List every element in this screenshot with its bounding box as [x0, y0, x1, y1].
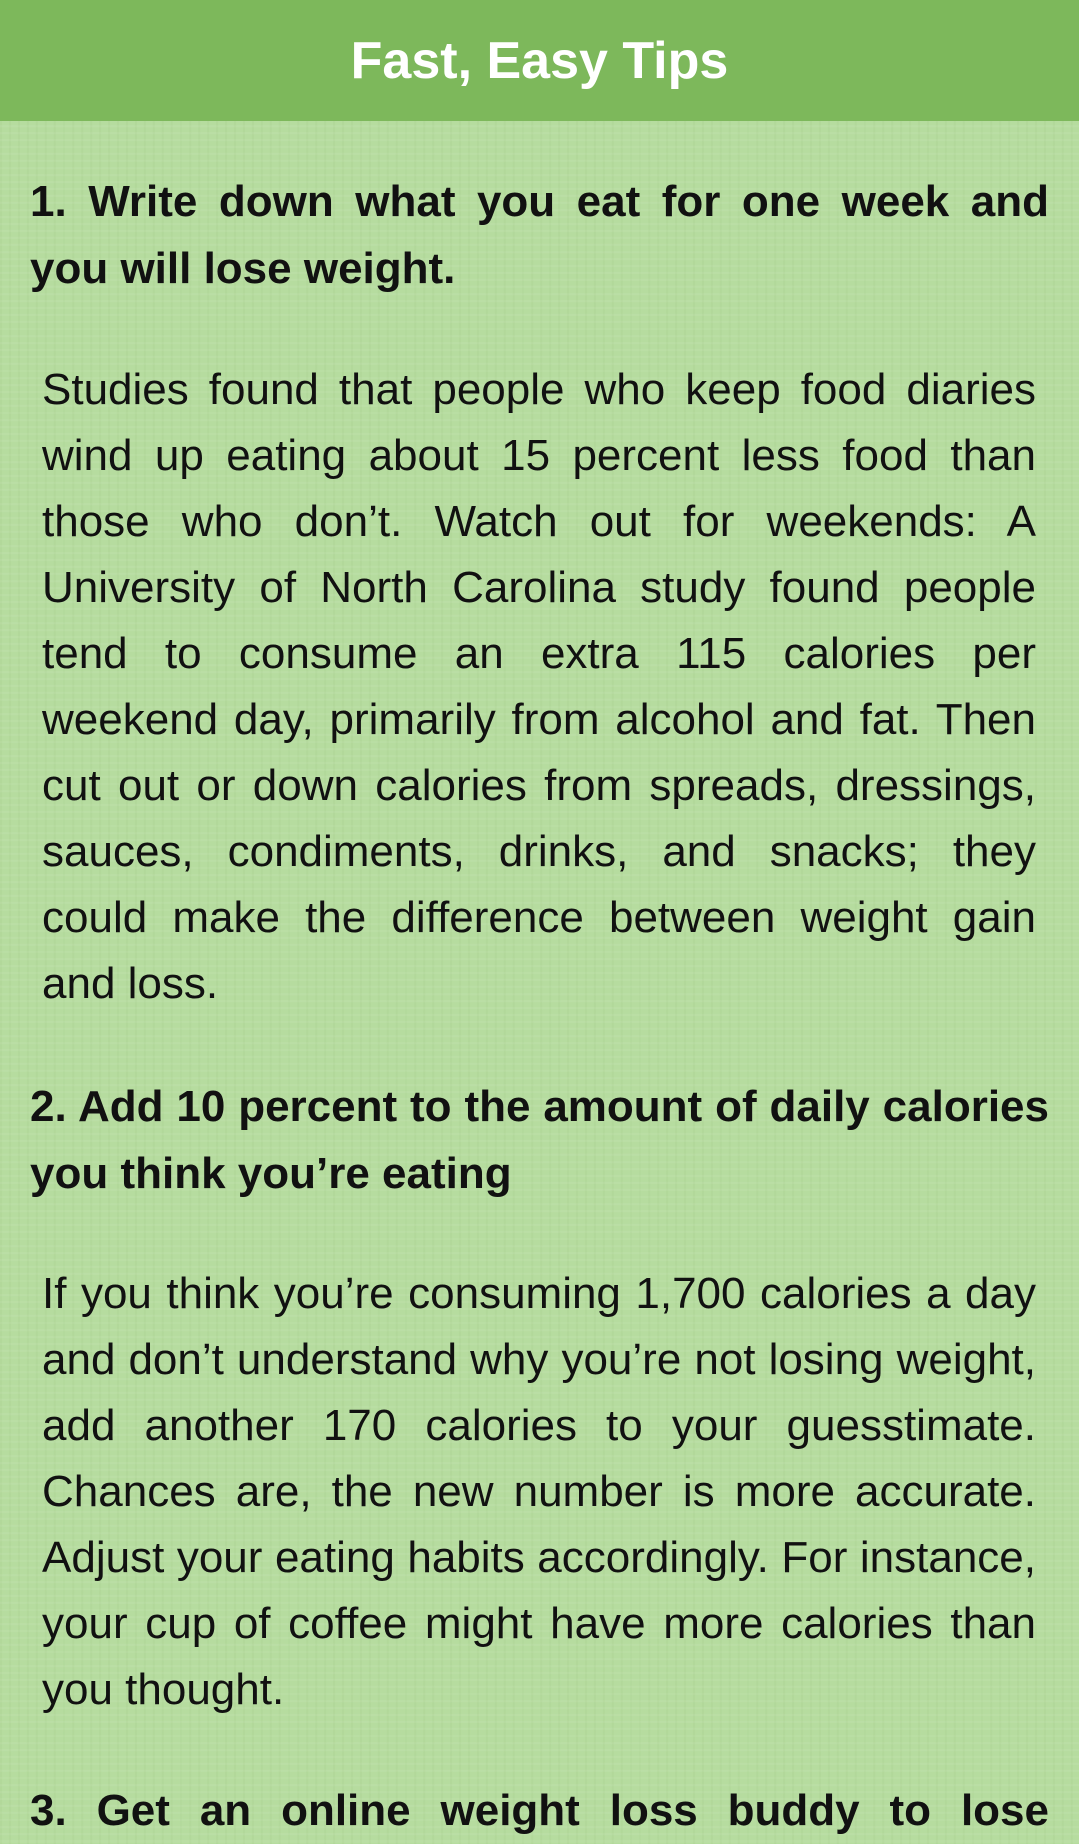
- tips-content: 1. Write down what you eat for one week …: [0, 168, 1079, 1844]
- tip-heading: 2. Add 10 percent to the amount of daily…: [30, 1082, 1049, 1198]
- tip-heading: 1. Write down what you eat for one week …: [30, 177, 1049, 293]
- tip-body: If you think you’re consuming 1,700 calo…: [42, 1269, 1036, 1714]
- tip-body: Studies found that people who keep food …: [42, 365, 1036, 1008]
- tip-heading: 3. Get an online weight loss buddy to lo…: [30, 1786, 1049, 1835]
- app-header: Fast, Easy Tips: [0, 0, 1079, 121]
